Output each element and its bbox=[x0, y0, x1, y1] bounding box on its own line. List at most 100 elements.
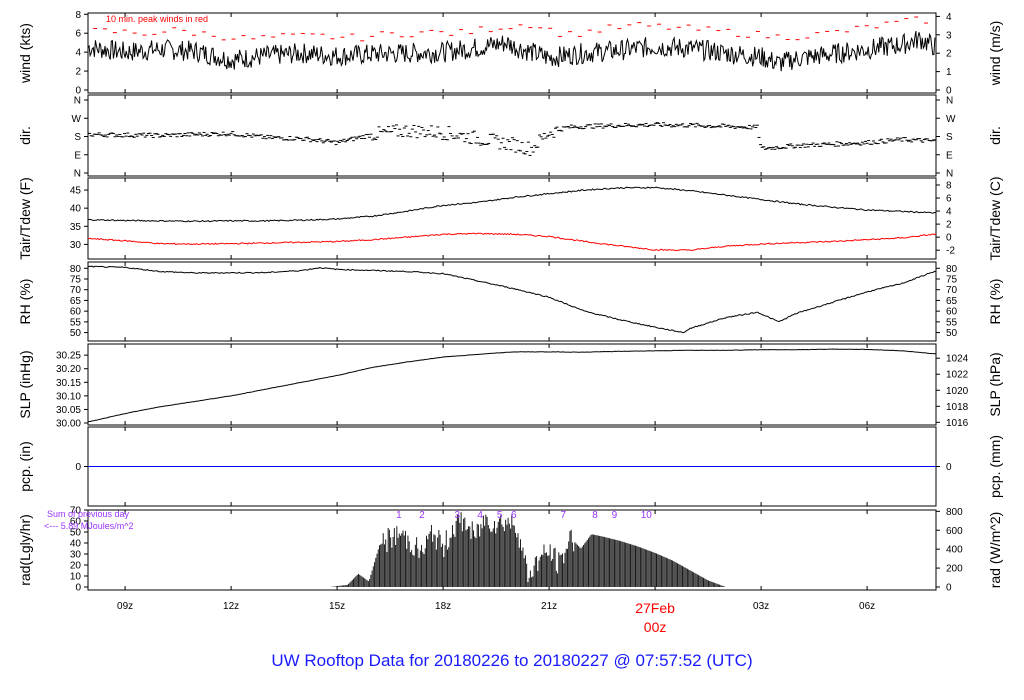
y-tick-label-right: 65 bbox=[946, 296, 958, 307]
hour-marker: 3 bbox=[454, 510, 460, 521]
panel-radiation: 0102030405060700200400600800rad(Lgly/hr)… bbox=[17, 506, 1003, 594]
x-tick-label: 06z bbox=[859, 601, 875, 612]
panel-precipitation: 0 0 pcp. (in) pcp. (mm) bbox=[17, 426, 1003, 507]
y-tick-label-left: 30 bbox=[70, 240, 82, 251]
series-line-rh bbox=[88, 265, 936, 334]
y-axis-label-left: SLP (inHg) bbox=[17, 350, 33, 418]
y-tick-label-left: 55 bbox=[70, 317, 82, 328]
panel-frame bbox=[87, 177, 937, 260]
y-axis-label-right: SLP (hPa) bbox=[987, 352, 1003, 416]
y-tick-label-right: 4 bbox=[946, 207, 952, 218]
y-tick-label-right: 400 bbox=[946, 545, 963, 556]
chart-title: UW Rooftop Data for 20180226 to 20180227… bbox=[271, 651, 752, 670]
y-axis-label-right: pcp. (mm) bbox=[987, 435, 1003, 498]
x-tick-label: 12z bbox=[223, 601, 239, 612]
y-tick-label-right: 55 bbox=[946, 317, 958, 328]
panel-frame bbox=[87, 343, 937, 426]
y-tick-label-left: 60 bbox=[70, 307, 82, 318]
hour-marker: 2 bbox=[419, 510, 425, 521]
y-tick-label-left: 40 bbox=[70, 539, 82, 550]
y-tick-label-right: N bbox=[946, 169, 953, 180]
y-tick-label-left: 30.20 bbox=[56, 364, 81, 375]
y-tick-label-right: 4 bbox=[946, 12, 952, 23]
y-tick-label-right: 1020 bbox=[946, 386, 969, 397]
panel-wind: 0 2 4 6 8 0 1 2 3 4 wind (kts) wind (m/s) 10 min. pe… bbox=[17, 10, 1003, 97]
y-axis-label-right: wind (m/s) bbox=[987, 21, 1003, 87]
panel-pressure: 30.00 30.05 30.10 30.15 30.20 30.25 1016 1018 10… bbox=[17, 343, 1003, 430]
y-tick-label-right: 0 bbox=[946, 233, 952, 244]
panel-temperature: 30 35 40 45 -2 0 2 4 6 8 Tair/Tdew (F) Tair/Tdew (C… bbox=[17, 176, 1003, 260]
y-tick-label-right: 70 bbox=[946, 285, 958, 296]
y-tick-label-left: 4 bbox=[75, 48, 81, 59]
series-group bbox=[88, 348, 936, 423]
y-tick-label-left: 75 bbox=[70, 275, 82, 286]
hour-marker: 6 bbox=[511, 510, 517, 521]
y-axis-label-right: Tair/Tdew (C) bbox=[987, 176, 1003, 260]
y-tick-label-right: 2 bbox=[946, 49, 952, 60]
y-tick-label-right: 1 bbox=[946, 67, 952, 78]
y-tick-label-right: 200 bbox=[946, 564, 963, 575]
y-tick-label-left: 70 bbox=[70, 506, 82, 517]
y-tick-label-left: 60 bbox=[70, 517, 82, 528]
y-tick-label-right: 2 bbox=[946, 220, 952, 231]
hour-marker: 10 bbox=[641, 510, 653, 521]
y-tick-label-left: 50 bbox=[70, 328, 82, 339]
y-axis-label-left: wind (kts) bbox=[17, 23, 33, 84]
y-tick-label-left: 35 bbox=[70, 222, 82, 233]
y-tick-label-right: W bbox=[946, 114, 956, 125]
y-axis-label-right: RH (%) bbox=[987, 279, 1003, 325]
y-tick-label-left: 0 bbox=[75, 583, 81, 594]
y-tick-label-right: 1024 bbox=[946, 354, 969, 365]
y-tick-label-left: 30.10 bbox=[56, 391, 81, 402]
y-tick-label-left: N bbox=[74, 96, 81, 107]
hour-marker: 4 bbox=[477, 510, 483, 521]
x-tick-label: 09z bbox=[117, 601, 133, 612]
hour-marker: 1 bbox=[396, 510, 402, 521]
series-group bbox=[88, 265, 936, 334]
y-tick-label-right: 8 bbox=[946, 180, 952, 191]
series-group bbox=[88, 186, 936, 252]
panel-frame bbox=[87, 94, 937, 177]
x-axis: 09z 12z 15z 18z 21z 00z 03z 06z 27Feb bbox=[117, 600, 875, 635]
y-axis-label-left: dir. bbox=[17, 126, 33, 145]
y-tick-label-right: 50 bbox=[946, 328, 958, 339]
x-tick-label: 15z bbox=[329, 601, 345, 612]
y-tick-label-right: 800 bbox=[946, 507, 963, 518]
y-tick-label-left: 30.25 bbox=[56, 351, 81, 362]
y-tick-label-left: W bbox=[72, 114, 82, 125]
y-tick-label-left: 70 bbox=[70, 285, 82, 296]
y-tick-label-right: -2 bbox=[946, 246, 955, 257]
panel-frame bbox=[87, 261, 937, 342]
daily-sum-value: <--- 5.89 MJoules/m^2 bbox=[44, 521, 134, 531]
date-label: 27Feb bbox=[635, 600, 675, 616]
series-line-wind bbox=[88, 31, 936, 72]
y-tick-label-left: 30.15 bbox=[56, 378, 81, 389]
series-line-slp bbox=[88, 348, 936, 423]
y-tick-label-right: 80 bbox=[946, 264, 958, 275]
hour-marker: 5 bbox=[497, 510, 503, 521]
series-group bbox=[88, 16, 936, 72]
y-axis-label-right: rad (W/m^2) bbox=[987, 512, 1003, 589]
y-axis-label-left: pcp. (in) bbox=[17, 441, 33, 492]
x-tick-label: 03z bbox=[753, 601, 769, 612]
y-tick-label-left: 80 bbox=[70, 264, 82, 275]
series-line-tair bbox=[88, 186, 936, 223]
y-tick-label-right: E bbox=[946, 150, 953, 161]
daily-sum-label: Sum of previous day bbox=[47, 509, 130, 519]
y-axis-label-left: RH (%) bbox=[17, 279, 33, 325]
y-tick-label-right: 0 bbox=[946, 583, 952, 594]
y-tick-label-right: 75 bbox=[946, 275, 958, 286]
y-tick-label-left: 6 bbox=[75, 29, 81, 40]
y-tick-label-left: 30.05 bbox=[56, 405, 81, 416]
y-tick-label-left: E bbox=[74, 150, 81, 161]
y-tick-label-right: 1016 bbox=[946, 418, 969, 429]
hour-marker: 7 bbox=[560, 510, 566, 521]
y-tick-label-right: 60 bbox=[946, 307, 958, 318]
y-tick-label-right: 0 bbox=[946, 462, 952, 473]
x-tick-label: 00z bbox=[644, 619, 667, 635]
y-tick-label-left: 50 bbox=[70, 528, 82, 539]
y-tick-label-left: 8 bbox=[75, 10, 81, 21]
